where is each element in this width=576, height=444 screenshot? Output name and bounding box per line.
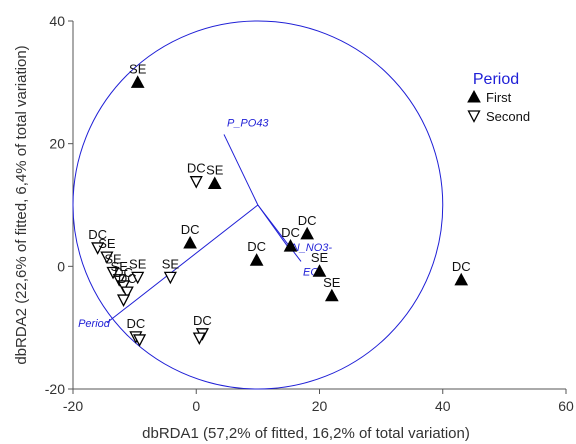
y-axis-title: dbRDA2 (22,6% of fitted, 6,4% of total v…: [13, 45, 30, 364]
correlation-circle-layer: [72, 20, 444, 390]
y-tick-label: 20: [49, 136, 65, 152]
point-layer: [91, 75, 469, 347]
vector-label: Period: [78, 318, 111, 330]
point-label: SE: [104, 251, 122, 266]
legend-label: First: [486, 90, 512, 105]
point-label: SE: [98, 236, 116, 251]
point-label: DC: [181, 222, 200, 237]
vector-label: N_NO3-: [292, 242, 333, 254]
x-tick-label: 60: [558, 398, 574, 414]
correlation-circle: [72, 20, 444, 390]
first-period-point: [249, 253, 264, 266]
x-axis-title: dbRDA1 (57,2% of fitted, 16,2% of total …: [142, 425, 470, 442]
second-period-point: [120, 286, 134, 299]
legend-marker-first: [467, 89, 481, 103]
y-tick-label: 40: [49, 13, 65, 29]
x-tick-label: 0: [192, 398, 200, 414]
point-label: DC: [88, 227, 107, 242]
second-period-point: [132, 334, 147, 347]
y-tick-label: -20: [45, 381, 65, 397]
second-period-point: [116, 280, 131, 293]
second-period-point: [192, 332, 206, 345]
legend-title: Period: [473, 71, 519, 88]
point-label: SE: [323, 275, 341, 290]
second-period-point: [100, 251, 114, 265]
first-period-point: [207, 176, 222, 190]
y-tick-label: 0: [57, 258, 65, 274]
first-period-point: [312, 264, 327, 277]
x-tick-label: 20: [312, 398, 328, 414]
point-label: SE: [129, 61, 147, 76]
second-period-point: [131, 271, 145, 285]
point-label: DC: [193, 313, 212, 328]
second-period-point: [116, 294, 131, 307]
vector-label: P_PO43: [227, 117, 269, 129]
point-label: DC: [114, 265, 133, 280]
vector-p-po43: [223, 134, 259, 206]
point-label: SE: [129, 256, 147, 271]
vector-ec: [257, 204, 302, 262]
first-period-point: [324, 288, 339, 302]
point-label: SE: [111, 259, 129, 274]
first-period-point: [454, 272, 469, 286]
second-period-point: [163, 271, 177, 285]
point-label: DC: [452, 259, 471, 274]
point-label: DC: [298, 213, 317, 228]
first-period-point: [130, 75, 145, 88]
point-label: DC: [126, 316, 145, 331]
legend-label: Second: [486, 109, 530, 124]
vector-period: [106, 204, 259, 324]
point-label: DC: [187, 161, 206, 176]
second-period-point: [189, 176, 203, 189]
first-period-point: [283, 239, 298, 252]
point-label: SE: [206, 163, 224, 178]
second-period-point: [106, 266, 120, 280]
first-period-point: [300, 226, 315, 240]
point-label: DC: [281, 225, 300, 240]
x-tick-label: 40: [435, 398, 451, 414]
legend-items: First Second: [467, 89, 530, 124]
point-label: SE: [311, 250, 329, 265]
second-period-point: [91, 242, 105, 255]
first-period-point: [183, 235, 197, 249]
point-label: DC: [118, 271, 137, 286]
legend-marker-second: [467, 110, 481, 123]
second-period-point: [112, 274, 126, 287]
point-label: SE: [162, 256, 180, 271]
point-label: DC: [247, 239, 266, 254]
axes: -20 0 20 40 60 -20 0 20 40: [45, 13, 574, 414]
x-tick-label: -20: [63, 398, 83, 414]
legend: Period First Second: [458, 65, 534, 129]
